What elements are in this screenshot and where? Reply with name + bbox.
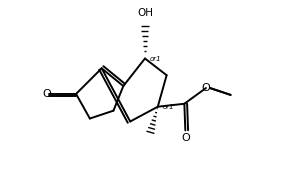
Text: or1: or1: [163, 104, 174, 110]
Text: O: O: [202, 83, 210, 93]
Text: or1: or1: [150, 56, 162, 62]
Text: O: O: [43, 89, 51, 99]
Text: O: O: [181, 133, 190, 143]
Text: OH: OH: [137, 8, 153, 18]
